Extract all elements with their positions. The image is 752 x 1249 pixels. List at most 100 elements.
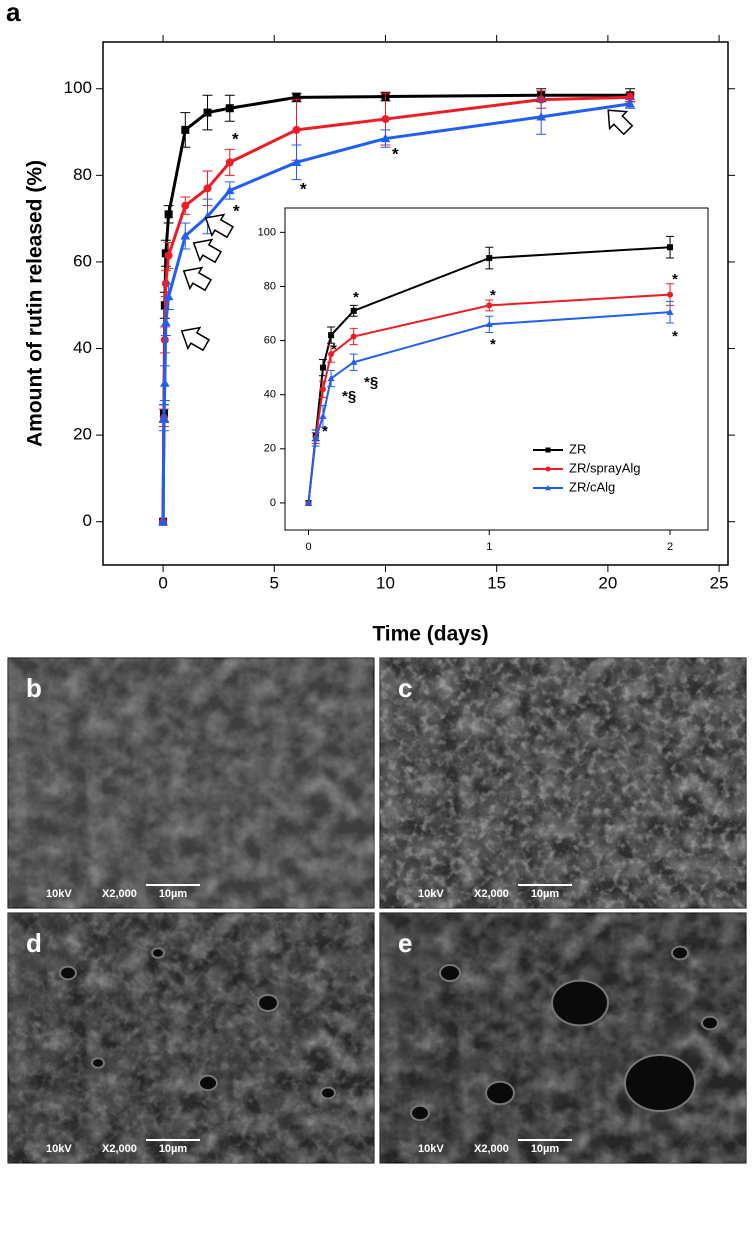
- data-point: [225, 158, 234, 167]
- data-point: [545, 466, 551, 472]
- y-tick-label: 40: [264, 389, 276, 401]
- x-tick-label: 20: [598, 573, 617, 592]
- data-point: [161, 317, 171, 327]
- data-point: [164, 251, 173, 260]
- sem-pore: [671, 945, 689, 961]
- y-tick-label: 100: [64, 78, 92, 97]
- x-tick-label: 1: [486, 541, 492, 553]
- y-tick-label: 20: [264, 443, 276, 455]
- sem-scale: 10µm: [159, 1143, 188, 1155]
- arrow: [182, 266, 213, 292]
- annotation: *: [232, 129, 239, 148]
- data-point: [181, 201, 190, 210]
- sem-magnification: X2,000: [102, 888, 137, 900]
- sem-magnification: X2,000: [474, 1143, 509, 1155]
- x-tick-label: 5: [270, 573, 279, 592]
- data-point: [224, 185, 235, 195]
- data-point: [328, 351, 335, 358]
- sem-voltage: 10kV: [418, 1143, 444, 1155]
- y-tick-label: 0: [83, 511, 92, 530]
- y-tick-label: 40: [73, 338, 92, 357]
- sem-pore: [257, 994, 279, 1012]
- panel-label: b: [26, 673, 42, 703]
- y-axis-label: Amount of rutin released (%): [24, 160, 47, 447]
- sem-pore: [320, 1086, 336, 1100]
- data-point: [667, 291, 674, 298]
- annotation: *§: [364, 374, 378, 391]
- sem-pore: [91, 1057, 105, 1069]
- data-point: [160, 378, 170, 387]
- annotation: *: [233, 201, 240, 220]
- arrow: [204, 213, 235, 239]
- legend-label: ZR: [569, 441, 586, 456]
- sem-texture: [8, 658, 374, 908]
- data-point: [667, 244, 674, 251]
- data-point: [319, 386, 326, 393]
- data-point: [380, 133, 391, 143]
- sem-pore: [59, 965, 77, 981]
- sem-voltage: 10kV: [46, 1143, 72, 1155]
- arrow: [180, 326, 211, 352]
- data-point: [381, 115, 390, 124]
- sem-panel: c 10kV X2,000 10µm: [379, 657, 747, 909]
- data-point: [291, 157, 302, 166]
- sem-pore: [701, 1015, 719, 1031]
- data-point: [164, 210, 173, 219]
- y-tick-label: 80: [264, 280, 276, 292]
- sem-texture: [8, 913, 374, 1163]
- data-point: [328, 332, 335, 339]
- x-tick-label: 10: [376, 573, 395, 592]
- data-point: [536, 112, 546, 121]
- y-tick-label: 0: [270, 497, 276, 509]
- data-point: [292, 93, 301, 102]
- sem-pore: [624, 1054, 696, 1112]
- data-point: [163, 291, 174, 301]
- legend-label: ZR/cAlg: [569, 479, 615, 494]
- y-tick-label: 80: [73, 165, 92, 184]
- data-point: [158, 516, 168, 526]
- annotation: *: [353, 289, 359, 306]
- data-point: [485, 320, 493, 328]
- data-point: [304, 499, 313, 506]
- data-point: [666, 308, 674, 315]
- data-point: [203, 184, 212, 193]
- data-point: [350, 307, 357, 314]
- annotation: *: [672, 328, 678, 345]
- sem-scale: 10µm: [159, 888, 188, 900]
- annotation: *: [490, 336, 496, 353]
- plot-area: [284, 207, 709, 531]
- data-point: [180, 231, 191, 240]
- sem-pore: [439, 964, 461, 982]
- sem-pore: [198, 1074, 218, 1092]
- x-tick-label: 0: [305, 541, 311, 553]
- annotation: *: [322, 423, 328, 440]
- y-tick-label: 60: [264, 334, 276, 346]
- y-tick-label: 20: [73, 425, 92, 444]
- data-point: [486, 255, 493, 262]
- data-point: [486, 302, 493, 309]
- sem-panel: e 10kV X2,000 10µm: [379, 912, 747, 1164]
- panel-label: e: [398, 928, 412, 958]
- y-tick-label: 60: [73, 251, 92, 270]
- x-tick-label: 0: [158, 573, 167, 592]
- data-point: [625, 99, 635, 108]
- sem-pore: [551, 979, 609, 1027]
- annotation: *: [392, 144, 399, 163]
- arrow: [192, 238, 223, 264]
- annotation: *: [331, 341, 337, 358]
- annotation: *: [672, 271, 678, 288]
- data-point: [225, 104, 234, 113]
- annotation: *§: [342, 388, 356, 405]
- sem-texture: [380, 658, 746, 908]
- annotation: *: [300, 179, 307, 198]
- x-tick-label: 15: [487, 573, 506, 592]
- sem-magnification: X2,000: [102, 1143, 137, 1155]
- data-point: [350, 333, 357, 340]
- sem-magnification: X2,000: [474, 888, 509, 900]
- data-point: [181, 125, 190, 134]
- data-point: [159, 412, 169, 422]
- x-tick-label: 2: [667, 541, 673, 553]
- data-point: [292, 125, 301, 134]
- sem-pore: [485, 1080, 515, 1106]
